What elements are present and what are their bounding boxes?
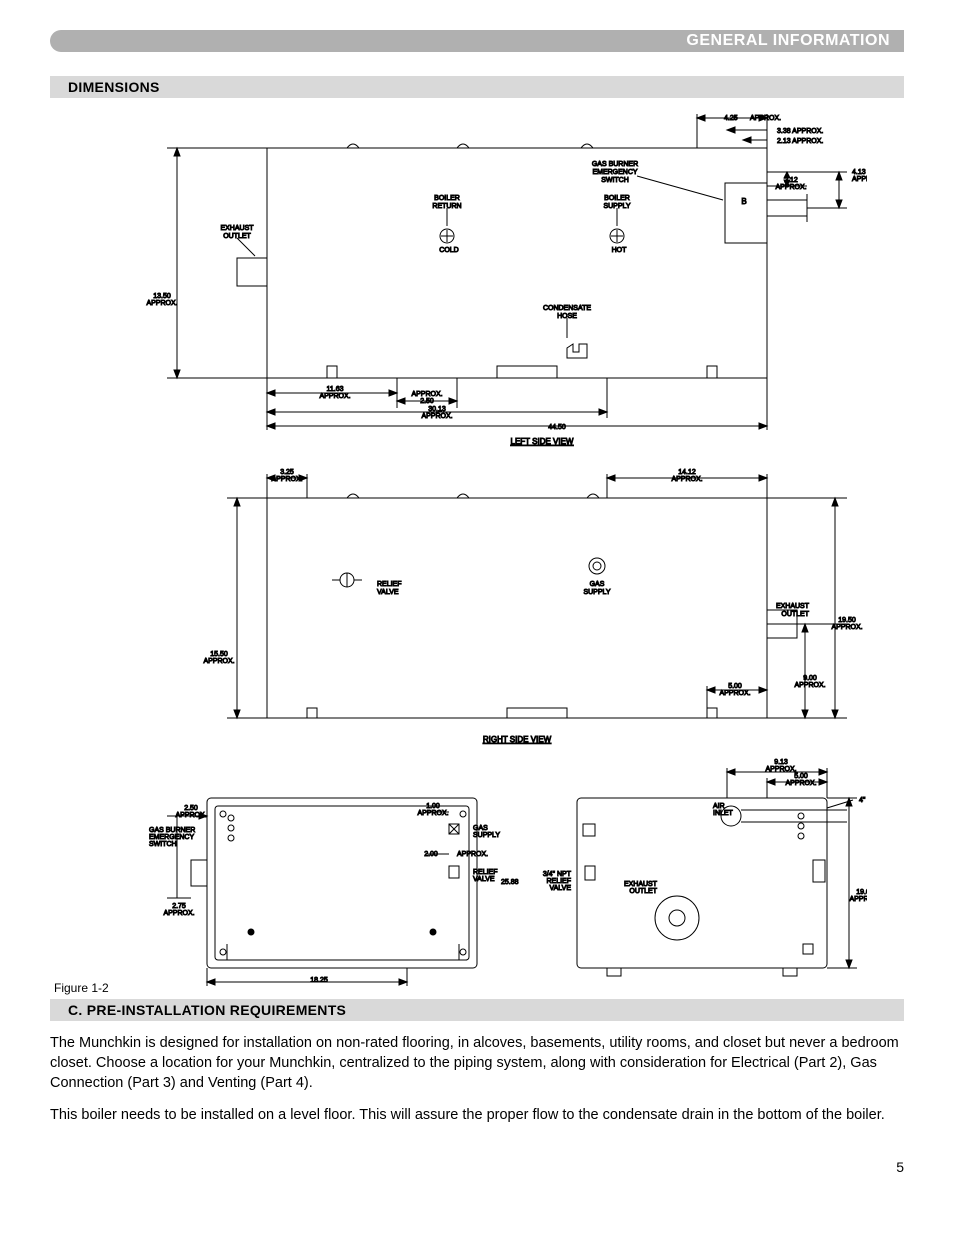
svg-text:1.00APPROX.: 1.00APPROX. xyxy=(417,803,448,817)
page-header-title: GENERAL INFORMATION xyxy=(686,32,890,50)
paragraph-2: This boiler needs to be installed on a l… xyxy=(50,1105,904,1125)
svg-text:RELIEFVALVE: RELIEFVALVE xyxy=(377,581,402,596)
section-heading-dimensions: DIMENSIONS xyxy=(50,76,904,98)
svg-text:5.00APPROX.: 5.00APPROX. xyxy=(719,683,750,697)
dim-30-13: 30.13APPROX. xyxy=(421,406,452,420)
svg-text:APPROX.: APPROX. xyxy=(750,115,781,122)
dim-11-63: 11.63APPROX. xyxy=(319,386,350,400)
page-header-bar: GENERAL INFORMATION xyxy=(50,30,904,52)
svg-text:RELIEFVALVE: RELIEFVALVE xyxy=(473,869,498,883)
right-view-title: RIGHT SIDE VIEW xyxy=(483,735,552,744)
left-view-title: LEFT SIDE VIEW xyxy=(511,437,574,446)
dimensions-diagram: B xyxy=(87,108,867,988)
svg-text:19.50APPROX.: 19.50APPROX. xyxy=(831,617,862,631)
paragraph-1: The Munchkin is designed for installatio… xyxy=(50,1033,904,1093)
svg-text:EXHAUSTOUTLET: EXHAUSTOUTLET xyxy=(624,881,658,895)
dim-2-50: APPROX.2.50 xyxy=(411,391,442,405)
svg-text:3/4" NPTRELIEFVALVE: 3/4" NPTRELIEFVALVE xyxy=(543,871,572,892)
right-side-view-group xyxy=(227,474,847,718)
label-b: B xyxy=(741,197,746,206)
svg-text:APPROX.: APPROX. xyxy=(852,176,867,183)
dim-44-50: 44.50 xyxy=(548,424,566,431)
svg-text:AIRINLET: AIRINLET xyxy=(713,803,734,817)
page-number: 5 xyxy=(50,1159,904,1175)
svg-text:18.25: 18.25 xyxy=(310,977,328,984)
svg-text:3.25APPROX.: 3.25APPROX. xyxy=(271,469,302,483)
svg-text:2.00: 2.00 xyxy=(424,851,438,858)
svg-text:APPROX.: APPROX. xyxy=(457,851,488,858)
back-view-group xyxy=(577,768,857,976)
svg-text:2.13 APPROX.: 2.13 APPROX. xyxy=(777,138,823,145)
section-heading-dimensions-text: DIMENSIONS xyxy=(68,79,160,95)
left-side-view-group: B xyxy=(167,114,847,430)
back-view-text: AIRINLET EXHAUSTOUTLET 3/4" NPTRELIEFVAL… xyxy=(543,759,867,988)
svg-text:COLD: COLD xyxy=(439,247,458,254)
right-view-text: RELIEFVALVE GASSUPPLY EXHAUSTOUTLET 3.25… xyxy=(203,469,862,744)
dim-13-50: 13.50APPROX. xyxy=(146,293,177,307)
svg-text:2.50APPROX.: 2.50APPROX. xyxy=(175,805,206,819)
lbl-condensate: CONDENSATEHOSE xyxy=(543,305,591,320)
diagram-container: B xyxy=(50,108,904,993)
front-view-group xyxy=(167,798,477,986)
svg-text:EXHAUSTOUTLET: EXHAUSTOUTLET xyxy=(776,603,810,618)
section-heading-c: C. PRE-INSTALLATION REQUIREMENTS xyxy=(50,999,904,1021)
svg-text:GASSUPPLY: GASSUPPLY xyxy=(473,825,500,839)
svg-text:9.13APPROX.: 9.13APPROX. xyxy=(765,759,796,773)
svg-text:15.50APPROX.: 15.50APPROX. xyxy=(203,651,234,665)
lbl-exhaust-outlet: EXHAUSTOUTLET xyxy=(220,225,254,240)
lbl-gas-burner: GAS BURNEREMERGENCYSWITCH xyxy=(592,161,638,184)
section-heading-c-text: C. PRE-INSTALLATION REQUIREMENTS xyxy=(68,1002,346,1018)
lbl-boiler-return: BOILERRETURN xyxy=(432,195,461,210)
svg-text:GASSUPPLY: GASSUPPLY xyxy=(583,581,610,596)
svg-text:5.00APPROX.: 5.00APPROX. xyxy=(785,773,816,787)
svg-text:3.38 APPROX.: 3.38 APPROX. xyxy=(777,128,823,135)
svg-text:GAS BURNEREMERGENCYSWITCH: GAS BURNEREMERGENCYSWITCH xyxy=(149,827,195,848)
svg-text:HOT: HOT xyxy=(612,247,628,254)
lbl-boiler-supply: BOILERSUPPLY xyxy=(603,195,630,210)
svg-text:2.12APPROX.: 2.12APPROX. xyxy=(775,177,806,191)
left-view-text: EXHAUSTOUTLET BOILERRETURN COLD BOILERSU… xyxy=(146,115,867,446)
svg-text:19.00APPROX.: 19.00APPROX. xyxy=(849,889,867,903)
svg-text:4.13: 4.13 xyxy=(852,169,866,176)
svg-text:4.25: 4.25 xyxy=(724,115,738,122)
svg-text:14.12APPROX.: 14.12APPROX. xyxy=(671,469,702,483)
svg-text:9.00APPROX.: 9.00APPROX. xyxy=(794,675,825,689)
svg-text:25.88: 25.88 xyxy=(501,879,519,886)
svg-text:4" SCH 40 PIPE: 4" SCH 40 PIPE xyxy=(859,797,867,804)
svg-text:2.75APPROX.: 2.75APPROX. xyxy=(163,903,194,917)
